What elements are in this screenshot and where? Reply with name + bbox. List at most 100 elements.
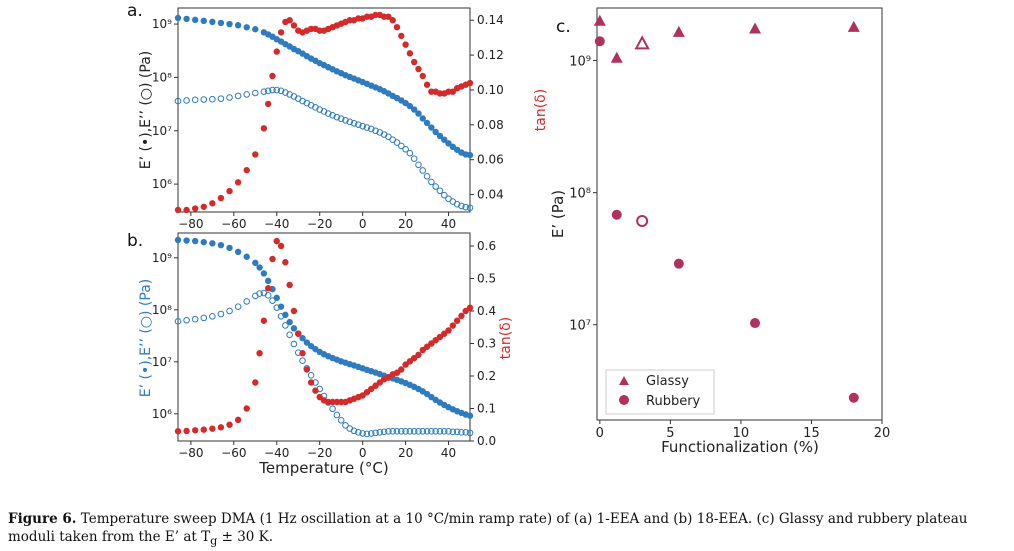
caption-subscript: g	[210, 534, 218, 548]
point-E-loss	[273, 86, 281, 94]
point-tan-delta	[303, 366, 311, 373]
point-E-loss	[445, 428, 452, 435]
point-E-loss	[415, 161, 422, 169]
point-E-loss	[380, 428, 388, 436]
point-E-storage	[406, 102, 414, 110]
point-E-storage	[419, 115, 426, 122]
point-tan-delta	[277, 29, 285, 36]
point-E-loss	[363, 124, 371, 131]
point-E-loss	[432, 428, 439, 435]
figure-caption: Figure 6. Temperature sweep DMA (1 Hz os…	[8, 510, 1008, 551]
panel-a: a. −80 −60 −40 −20 0 20 40 10⁶ 10⁷ 10⁸ 10⁹ 0.04 0.06…	[127, 1, 549, 231]
point-E-storage	[183, 237, 190, 244]
point-E-loss	[453, 428, 461, 436]
point-tan-delta	[183, 427, 190, 435]
point-E-loss	[342, 117, 349, 124]
x-tick-label: 5	[666, 426, 674, 441]
point-tan-delta	[299, 350, 306, 357]
point-tan-delta	[282, 259, 289, 266]
point-tan-delta	[243, 166, 250, 174]
point-E-loss	[440, 428, 448, 435]
point-E-storage	[243, 253, 250, 260]
point-tan-delta	[410, 58, 418, 66]
point-E-loss	[226, 307, 233, 315]
point-E-loss	[458, 202, 465, 210]
point-E-loss	[337, 115, 345, 123]
point-E-loss	[277, 313, 285, 320]
point-E-loss	[432, 183, 439, 190]
point-rubbery	[673, 258, 684, 269]
legend-rubbery-marker	[619, 395, 629, 405]
point-E-loss	[462, 429, 470, 436]
point-rubbery-open	[636, 215, 649, 228]
x-tick-label: 20	[398, 217, 413, 231]
point-tan-delta	[269, 72, 276, 80]
y-left-tick-label: 10⁶	[152, 407, 172, 421]
point-tan-delta	[226, 421, 233, 428]
point-tan-delta	[290, 307, 298, 315]
y-left-tick-label: 10⁷	[152, 124, 172, 138]
panel-b: b. −80 −60 −40 −20 0 20 40 10⁶ 10⁷ 10⁸ 10⁹ 0.0 0.1 0.…	[127, 231, 514, 477]
point-tan-delta	[252, 151, 259, 158]
y-left-tick-label: 10⁸	[152, 70, 172, 84]
point-E-loss	[440, 191, 448, 199]
panel-a-plot: −80 −60 −40 −20 0 20 40 10⁶ 10⁷ 10⁸ 10⁹ 0.04 0.06 0.0…	[152, 11, 504, 231]
point-E-loss	[299, 357, 306, 365]
point-E-loss	[367, 430, 375, 437]
y-left-tick-label: 10⁹	[152, 251, 172, 265]
point-tan-delta	[200, 426, 207, 433]
point-E-loss	[363, 430, 371, 438]
y-left-tick-label: 10⁹	[152, 17, 172, 31]
point-tan-delta	[243, 405, 250, 412]
point-E-storage	[200, 238, 207, 246]
point-tan-delta	[307, 379, 315, 386]
point-tan-delta	[453, 317, 461, 324]
point-E-storage	[432, 128, 439, 136]
point-tan-delta	[295, 330, 302, 337]
point-E-loss	[277, 87, 285, 95]
point-E-loss	[428, 178, 435, 186]
point-E-loss	[183, 97, 190, 104]
point-tan-delta	[449, 322, 457, 329]
point-tan-delta	[389, 17, 396, 24]
x-tick-label: 40	[441, 217, 456, 231]
point-tan-delta	[449, 88, 457, 95]
point-tan-delta	[419, 72, 426, 80]
point-E-storage	[183, 15, 190, 23]
point-E-loss	[346, 118, 354, 126]
y-tick-label: 10⁹	[569, 55, 591, 70]
panel-b-frame	[177, 232, 471, 442]
point-tan-delta	[423, 81, 431, 88]
point-E-loss	[174, 97, 182, 105]
point-E-loss	[393, 139, 401, 146]
point-E-storage	[303, 339, 311, 346]
point-E-loss	[406, 149, 414, 157]
panel-c-plot: 0 5 10 15 20 10⁷ 10⁸ 10⁹	[569, 14, 890, 441]
point-E-storage	[191, 16, 199, 24]
point-tan-delta	[217, 424, 225, 431]
point-E-loss	[329, 405, 336, 413]
x-tick-label: −60	[221, 217, 246, 231]
point-tan-delta	[385, 13, 392, 20]
point-E-storage	[428, 124, 435, 131]
point-E-loss	[350, 427, 358, 435]
point-tan-delta	[252, 379, 259, 386]
x-tick-label: 20	[398, 446, 413, 460]
point-E-storage	[217, 19, 225, 27]
point-E-loss	[243, 91, 251, 98]
point-tan-delta	[191, 427, 199, 434]
point-E-loss	[376, 429, 384, 436]
x-tick-label: 10	[733, 426, 750, 441]
point-E-storage	[436, 132, 444, 140]
panel-b-plot: −80 −60 −40 −20 0 20 40 10⁶ 10⁷ 10⁸ 10⁹ 0.0 0.1 0.2 0.…	[152, 236, 496, 460]
panel-b-ylabel-right: tan(δ)	[498, 317, 514, 359]
y-right-tick-label: 0.14	[477, 13, 504, 27]
point-glassy	[672, 25, 685, 37]
point-E-loss	[436, 187, 444, 195]
caption-text-end: ± 30 K.	[217, 529, 274, 545]
point-E-loss	[243, 298, 251, 305]
point-rubbery	[750, 318, 761, 329]
point-E-loss	[269, 86, 276, 94]
point-E-storage	[200, 17, 207, 25]
y-right-tick-label: 0.06	[477, 153, 504, 167]
